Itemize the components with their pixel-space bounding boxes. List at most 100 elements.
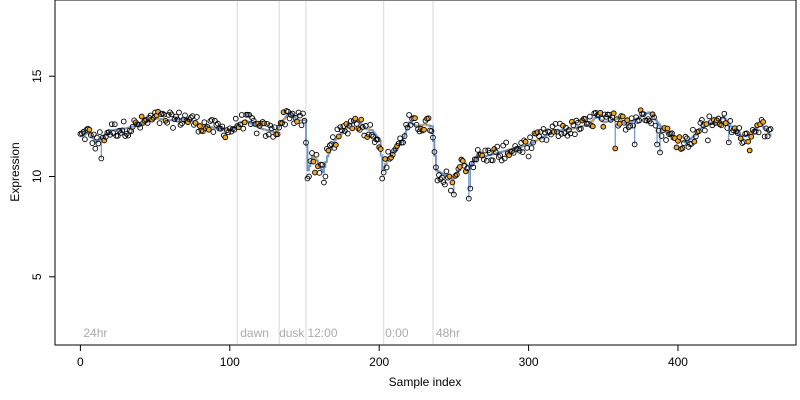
- data-point: [509, 148, 515, 155]
- data-point: [570, 122, 577, 129]
- data-point: [705, 137, 711, 144]
- data-point: [616, 121, 623, 127]
- data-point: [79, 130, 85, 137]
- data-point: [310, 158, 317, 165]
- plot-frame: [54, 0, 797, 346]
- data-point: [519, 149, 526, 155]
- data-point: [451, 191, 457, 198]
- data-point: [589, 123, 596, 130]
- data-point: [760, 119, 766, 125]
- y-tick-label: 15: [30, 69, 44, 83]
- data-point: [566, 127, 572, 133]
- data-point: [88, 132, 94, 138]
- data-point: [303, 139, 309, 146]
- data-point: [289, 110, 296, 117]
- data-point: [82, 136, 88, 143]
- data-point: [575, 119, 581, 126]
- data-point: [743, 130, 750, 137]
- data-point: [89, 140, 96, 146]
- data-point: [119, 127, 126, 134]
- data-point: [388, 154, 394, 161]
- data-point: [658, 133, 665, 139]
- data-point: [462, 168, 469, 175]
- data-point: [222, 134, 229, 141]
- data-point: [349, 125, 356, 132]
- data-point: [344, 130, 351, 137]
- data-point: [657, 149, 663, 156]
- data-point: [138, 113, 145, 120]
- data-point: [578, 125, 584, 132]
- data-point: [633, 114, 639, 121]
- data-point: [468, 160, 475, 167]
- data-point: [144, 120, 151, 126]
- data-point: [492, 149, 499, 155]
- y-tick-label: 5: [30, 273, 44, 280]
- data-point: [96, 129, 103, 135]
- data-point: [459, 158, 466, 164]
- data-point: [510, 149, 517, 156]
- data-point: [679, 145, 686, 152]
- data-point: [156, 120, 163, 126]
- data-point: [241, 119, 248, 126]
- annotation-label: 24hr: [83, 326, 107, 340]
- data-point: [527, 134, 533, 141]
- data-point: [93, 134, 100, 141]
- data-point: [188, 114, 194, 121]
- data-point: [433, 164, 439, 171]
- data-point: [607, 117, 614, 123]
- data-point: [627, 122, 634, 129]
- data-point: [430, 134, 436, 141]
- data-point: [111, 121, 118, 128]
- data-point: [489, 157, 496, 164]
- data-point: [327, 142, 333, 149]
- data-point: [400, 139, 406, 146]
- data-point: [706, 113, 713, 120]
- data-point: [470, 164, 477, 171]
- data-point: [407, 122, 414, 128]
- data-point: [170, 125, 176, 131]
- data-point: [288, 112, 294, 118]
- data-point: [699, 117, 705, 123]
- annotation-label: dawn: [240, 326, 269, 340]
- data-point: [250, 117, 257, 124]
- x-tick-label: 200: [369, 355, 389, 369]
- data-point: [619, 113, 626, 120]
- data-point: [174, 116, 181, 123]
- x-tick-label: 400: [668, 355, 688, 369]
- data-point: [168, 111, 175, 118]
- data-point: [213, 121, 220, 128]
- data-point: [500, 142, 507, 149]
- data-point: [197, 123, 203, 129]
- data-point: [377, 146, 384, 152]
- data-point: [654, 141, 660, 148]
- data-point: [495, 154, 502, 160]
- data-point: [253, 130, 260, 137]
- data-point: [681, 140, 687, 146]
- data-point: [313, 151, 320, 158]
- data-point: [428, 128, 435, 134]
- data-point: [483, 157, 490, 164]
- data-point: [374, 136, 381, 143]
- data-point: [406, 112, 412, 118]
- x-tick-label: 0: [77, 355, 84, 369]
- data-point: [721, 110, 728, 117]
- data-point: [182, 112, 188, 119]
- data-point: [330, 134, 336, 140]
- data-point: [164, 119, 170, 126]
- data-point: [434, 177, 441, 184]
- data-point: [268, 125, 275, 132]
- data-point: [300, 110, 306, 117]
- data-point: [473, 156, 480, 163]
- x-axis-label: Sample index: [389, 375, 462, 389]
- data-point: [301, 117, 308, 124]
- data-point: [282, 121, 288, 128]
- data-point: [192, 120, 199, 126]
- vertical-marker-lines: [236, 1, 434, 344]
- data-point: [356, 127, 363, 133]
- data-point: [379, 175, 386, 182]
- data-point: [586, 113, 593, 120]
- data-point: [501, 155, 508, 162]
- data-point: [421, 126, 427, 133]
- data-point: [676, 134, 683, 140]
